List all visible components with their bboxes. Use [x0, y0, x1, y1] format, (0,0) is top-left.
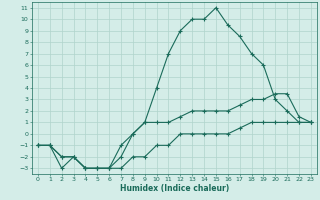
X-axis label: Humidex (Indice chaleur): Humidex (Indice chaleur) — [120, 184, 229, 193]
